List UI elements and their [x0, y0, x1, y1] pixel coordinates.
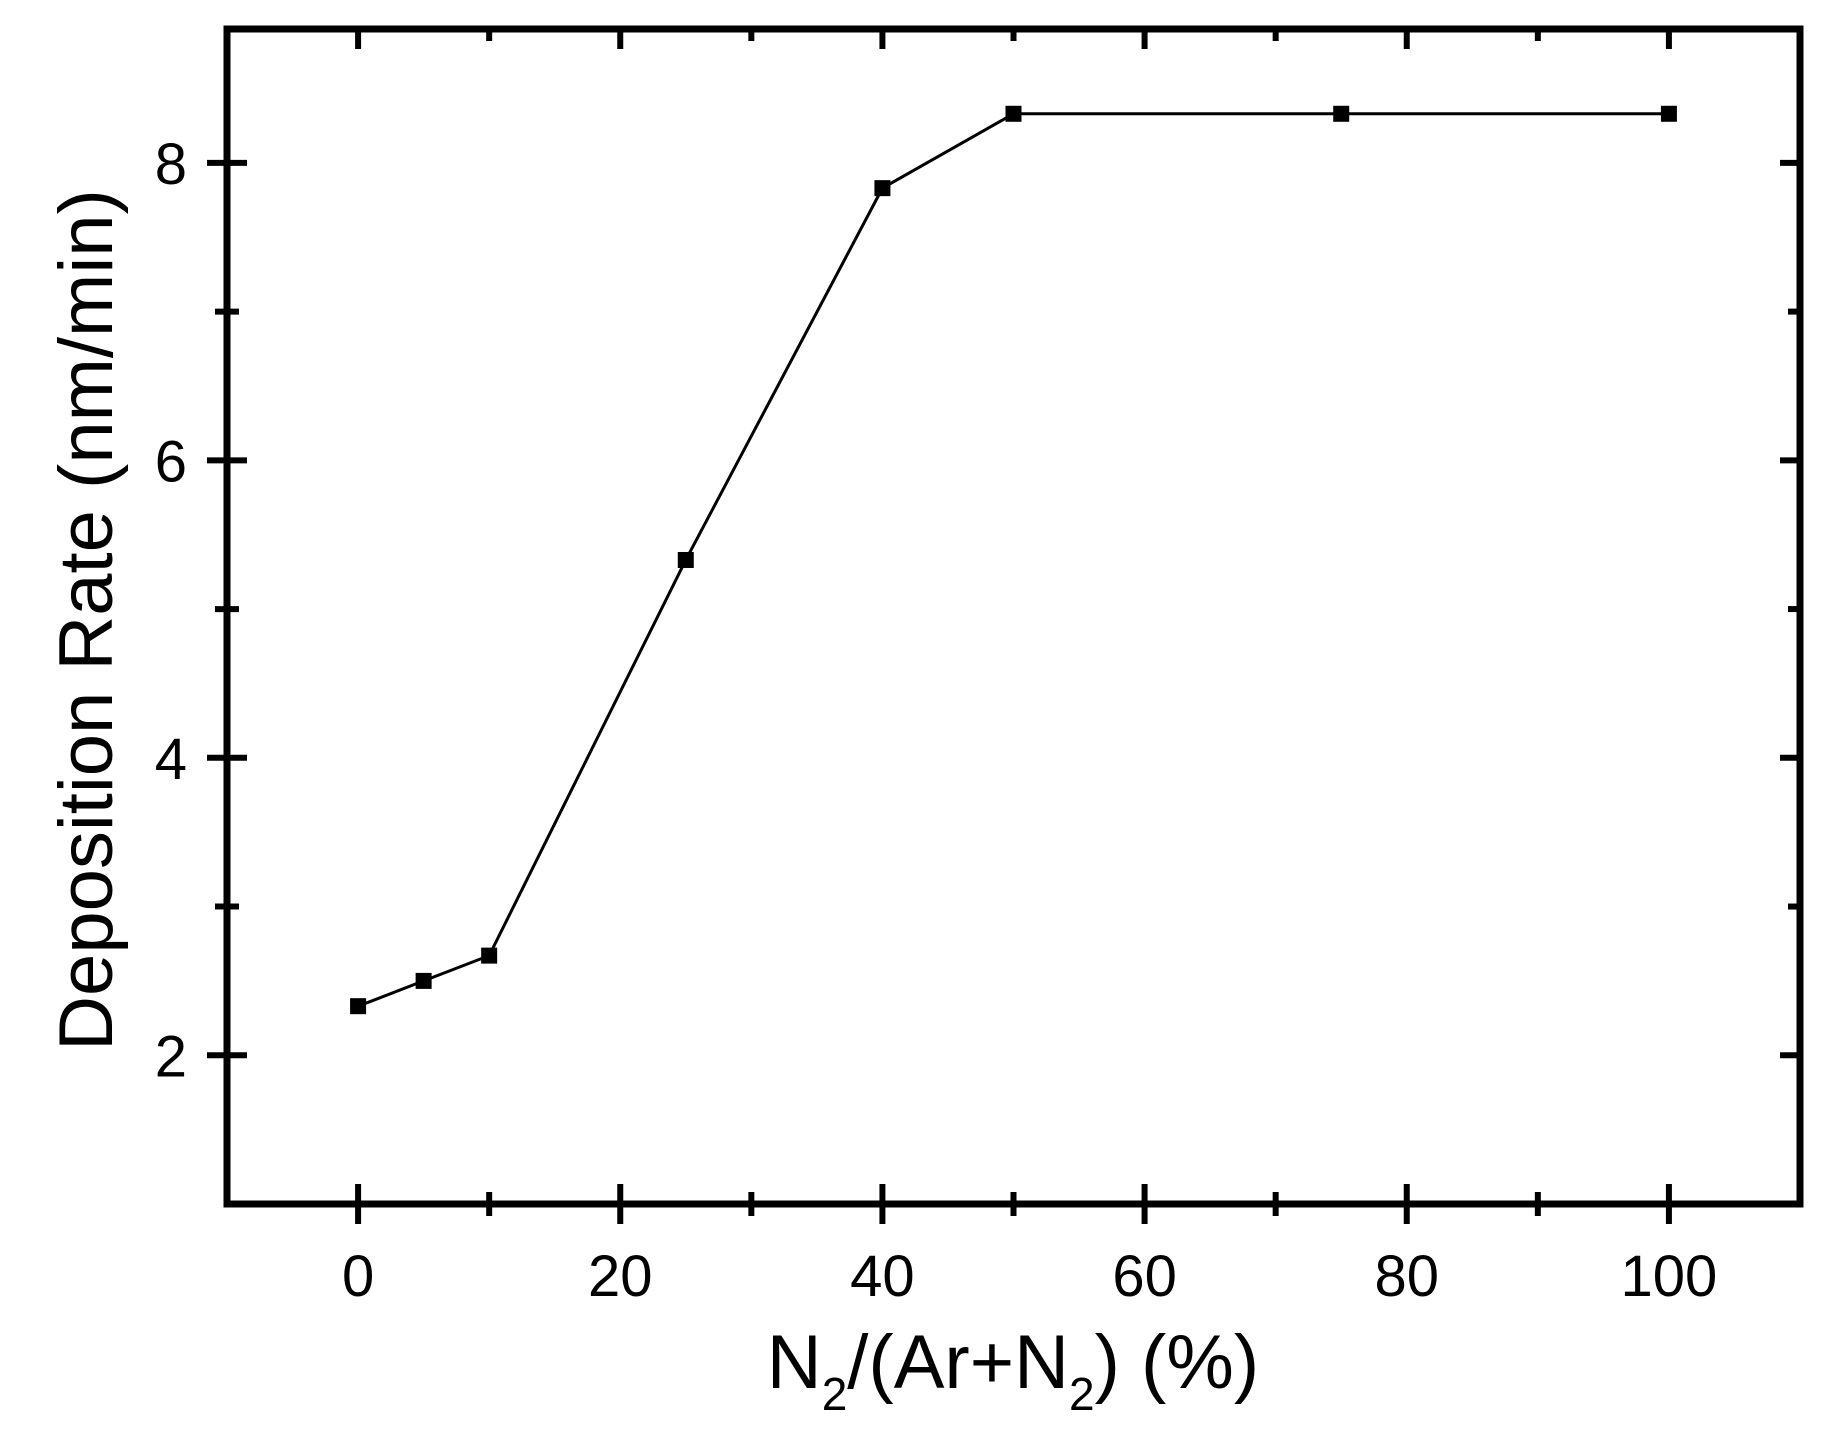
data-point-marker: [1333, 105, 1350, 122]
y-tick-label: 8: [155, 132, 187, 197]
y-axis-label: Deposition Rate (nm/min): [44, 189, 129, 1051]
y-tick-label: 6: [155, 429, 187, 494]
tick-labels: 0 20 40 60 80 100 2 4 6 8: [155, 132, 1718, 1309]
x-tick-label: 80: [1374, 1244, 1439, 1309]
plot-frame: [223, 25, 1804, 1208]
data-point-marker: [1660, 105, 1677, 122]
x-axis-label: N2/(Ar+N2) (%): [767, 1320, 1259, 1420]
data-point-marker: [1005, 105, 1022, 122]
data-point-marker: [415, 972, 432, 989]
series-layer: [350, 105, 1677, 1015]
x-label-suffix: ) (%): [1095, 1320, 1260, 1405]
data-point-marker: [874, 180, 891, 197]
series-line: [357, 112, 1669, 1008]
axis-ticks: [207, 29, 1800, 1224]
x-label-middle: /(Ar+N: [847, 1320, 1069, 1405]
x-tick-label: 0: [342, 1244, 374, 1309]
x-label-sub2: 2: [1069, 1368, 1095, 1420]
x-tick-label: 40: [850, 1244, 915, 1309]
x-tick-label: 60: [1112, 1244, 1177, 1309]
x-label-sub1: 2: [822, 1368, 848, 1420]
data-point-marker: [481, 947, 498, 964]
x-tick-label: 20: [588, 1244, 653, 1309]
data-point-marker: [677, 551, 694, 568]
data-point-marker: [350, 998, 367, 1015]
x-label-prefix: N: [767, 1320, 822, 1405]
y-tick-label: 4: [155, 727, 187, 792]
y-tick-label: 2: [155, 1024, 187, 1089]
x-tick-label: 100: [1621, 1244, 1718, 1309]
